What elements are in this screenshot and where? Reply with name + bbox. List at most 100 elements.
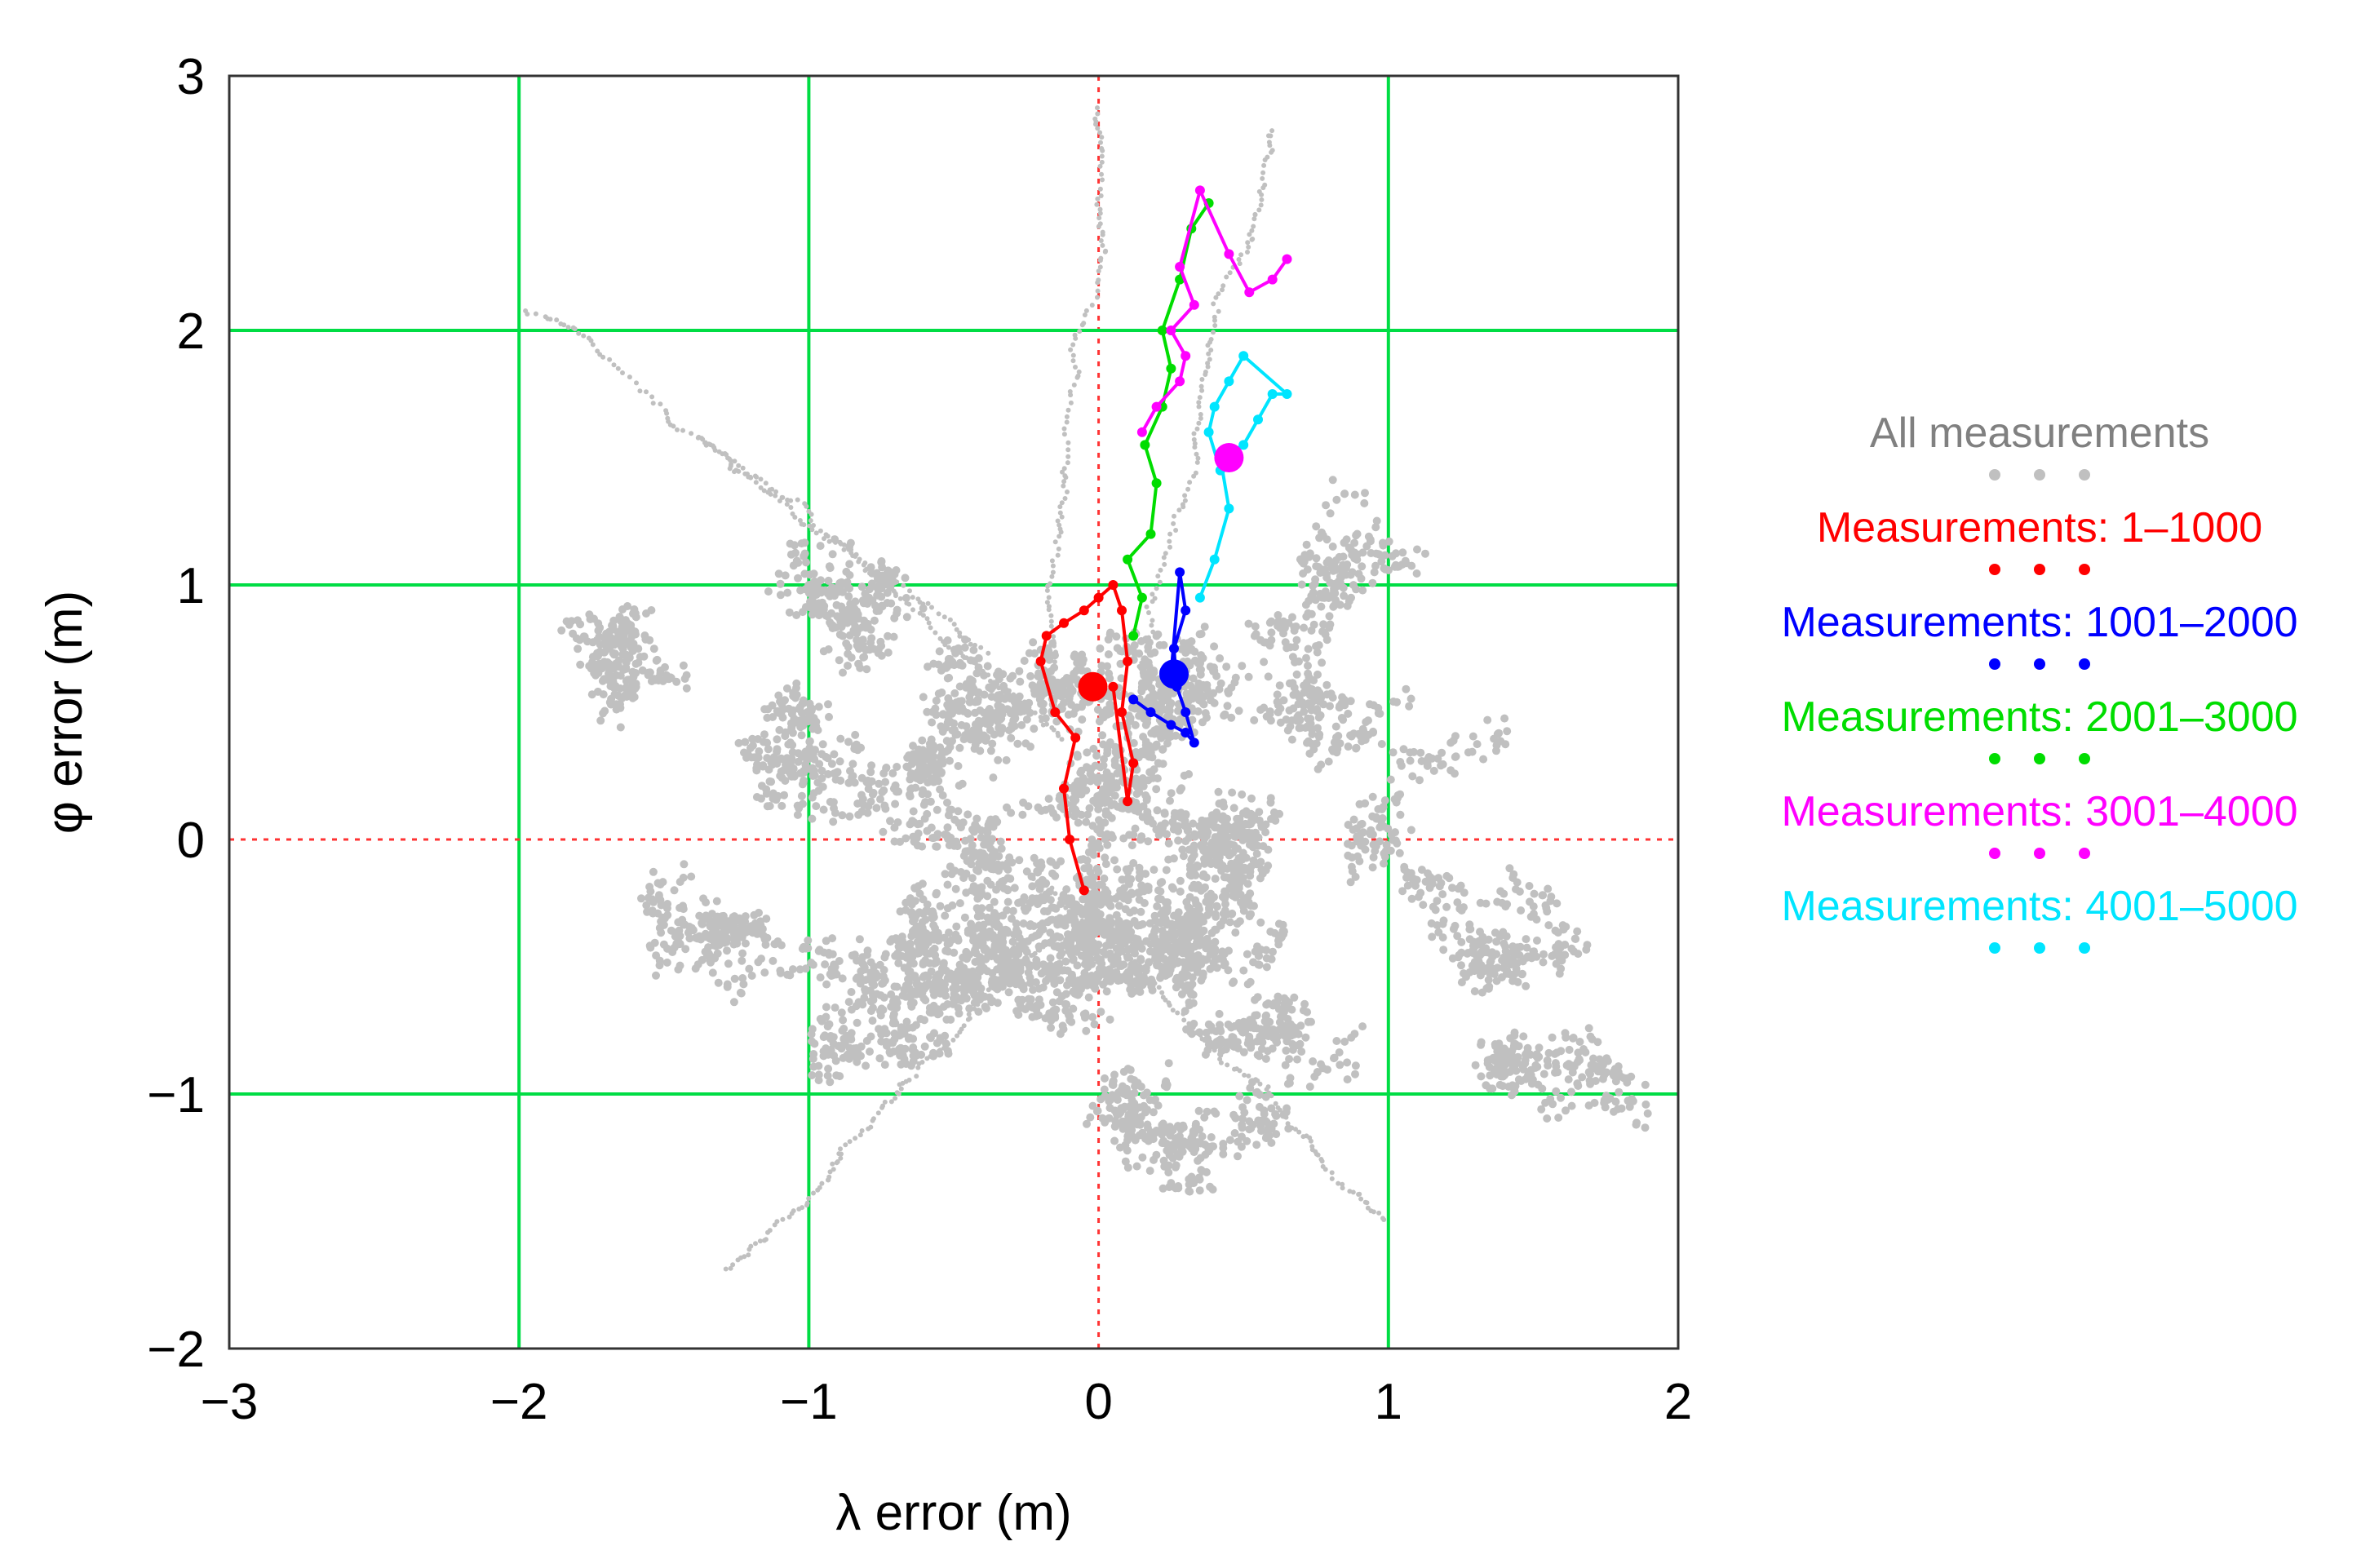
all-measurement-point bbox=[1046, 954, 1055, 963]
all-measurement-point bbox=[702, 911, 711, 920]
all-measurement-point bbox=[907, 1061, 915, 1070]
all-measurement-point bbox=[943, 798, 951, 807]
all-measurement-point bbox=[993, 965, 1002, 974]
all-measurement-point bbox=[1164, 839, 1173, 848]
all-measurement-point bbox=[993, 860, 1002, 869]
all-measurement-point bbox=[1078, 715, 1087, 724]
all-measurement-point bbox=[1222, 662, 1231, 671]
all-measurement-point bbox=[1000, 694, 1009, 703]
all-measurement-point bbox=[1389, 748, 1398, 757]
all-measurement-point bbox=[1267, 955, 1276, 963]
all-measurement-point bbox=[770, 940, 779, 949]
all-measurement-point bbox=[822, 1003, 831, 1012]
all-measurement-point bbox=[1220, 892, 1229, 901]
all-measurement-point bbox=[1387, 831, 1396, 839]
all-measurement-point bbox=[1272, 1130, 1281, 1139]
all-measurement-point bbox=[819, 805, 828, 814]
all-measurement-point bbox=[714, 978, 723, 987]
all-measurement-point bbox=[1030, 689, 1039, 698]
all-measurement-point bbox=[936, 987, 945, 996]
all-measurement-point bbox=[891, 800, 900, 808]
all-measurement-point bbox=[1031, 932, 1040, 940]
all-measurement-point bbox=[1135, 787, 1144, 796]
all-measurement-point bbox=[1052, 988, 1061, 997]
all-measurement-point bbox=[857, 807, 866, 816]
all-measurement-point bbox=[1103, 973, 1112, 982]
all-measurement-point bbox=[836, 617, 845, 626]
all-measurement-point bbox=[1023, 904, 1032, 913]
all-measurement-point bbox=[798, 709, 806, 717]
all-measurement-point bbox=[1197, 665, 1205, 674]
all-measurement-point bbox=[1150, 1155, 1158, 1164]
all-measurement-point bbox=[886, 1049, 895, 1058]
all-measurement-point bbox=[912, 1021, 920, 1030]
all-measurement-point bbox=[1254, 960, 1263, 969]
all-measurement-point bbox=[1234, 831, 1243, 839]
all-measurement-point bbox=[1013, 739, 1022, 748]
all-measurement-point bbox=[938, 791, 947, 800]
all-measurement-point bbox=[1324, 757, 1333, 766]
all-measurement-point bbox=[1107, 813, 1116, 822]
all-measurement-point bbox=[1127, 841, 1136, 850]
all-measurement-point bbox=[975, 859, 983, 868]
all-measurement-point bbox=[1189, 841, 1198, 850]
all-measurement-point bbox=[912, 1051, 921, 1060]
all-measurement-point bbox=[1209, 950, 1218, 959]
all-measurement-point bbox=[825, 562, 834, 571]
all-measurement-point bbox=[1313, 648, 1322, 657]
all-measurement-point bbox=[1145, 752, 1154, 761]
all-measurement-point bbox=[1002, 755, 1011, 764]
all-measurement-point bbox=[877, 651, 886, 660]
all-measurement-point bbox=[785, 608, 794, 617]
all-measurement-point bbox=[742, 750, 751, 759]
all-measurement-point bbox=[754, 735, 762, 743]
all-measurement-point bbox=[649, 867, 658, 876]
all-measurement-point bbox=[809, 789, 818, 798]
all-measurement-point bbox=[1266, 794, 1275, 803]
all-measurement-point bbox=[887, 990, 896, 999]
all-measurement-point bbox=[1271, 816, 1280, 825]
all-measurement-point bbox=[897, 1043, 906, 1052]
all-measurement-point bbox=[1127, 890, 1136, 898]
all-measurement-point bbox=[1274, 708, 1282, 717]
all-measurement-point bbox=[1029, 638, 1038, 647]
all-measurement-point bbox=[1113, 865, 1122, 874]
all-measurement-point bbox=[916, 943, 925, 952]
all-measurement-point bbox=[1405, 702, 1414, 711]
all-measurement-point bbox=[1304, 669, 1313, 678]
all-measurement-point bbox=[1149, 689, 1158, 698]
all-measurement-point bbox=[1102, 780, 1111, 789]
all-measurement-point bbox=[880, 953, 889, 962]
all-measurement-point bbox=[1119, 1067, 1128, 1076]
all-measurement-point bbox=[1243, 980, 1252, 989]
all-measurement-point bbox=[754, 958, 763, 967]
all-measurement-point bbox=[679, 873, 688, 882]
all-measurement-point bbox=[1011, 714, 1020, 723]
all-measurement-point bbox=[1201, 1150, 1210, 1159]
all-measurement-point bbox=[872, 607, 881, 615]
all-measurement-point bbox=[1307, 626, 1316, 635]
all-measurement-point bbox=[946, 862, 955, 871]
all-measurement-point bbox=[1181, 930, 1189, 939]
all-measurement-point bbox=[1036, 679, 1045, 688]
all-measurement-point bbox=[1254, 1116, 1263, 1125]
all-measurement-point bbox=[1202, 1028, 1211, 1037]
all-measurement-point bbox=[815, 946, 824, 955]
all-measurement-point bbox=[981, 943, 989, 952]
all-measurement-point bbox=[961, 836, 970, 845]
all-measurement-point bbox=[778, 713, 787, 722]
all-measurement-point bbox=[910, 949, 919, 958]
all-measurement-point bbox=[1061, 999, 1070, 1008]
all-measurement-point bbox=[879, 972, 888, 981]
all-measurement-point bbox=[1182, 897, 1191, 906]
all-measurement-point bbox=[1348, 853, 1357, 862]
all-measurement-point bbox=[1159, 640, 1168, 649]
all-measurement-point bbox=[844, 592, 853, 601]
all-measurement-point bbox=[1030, 724, 1039, 733]
all-measurement-point bbox=[1082, 947, 1091, 956]
all-measurement-point bbox=[1139, 733, 1148, 742]
all-measurement-point bbox=[672, 939, 681, 948]
all-measurement-point bbox=[844, 998, 853, 1007]
all-measurement-point bbox=[928, 931, 937, 939]
all-measurement-point bbox=[808, 814, 817, 823]
